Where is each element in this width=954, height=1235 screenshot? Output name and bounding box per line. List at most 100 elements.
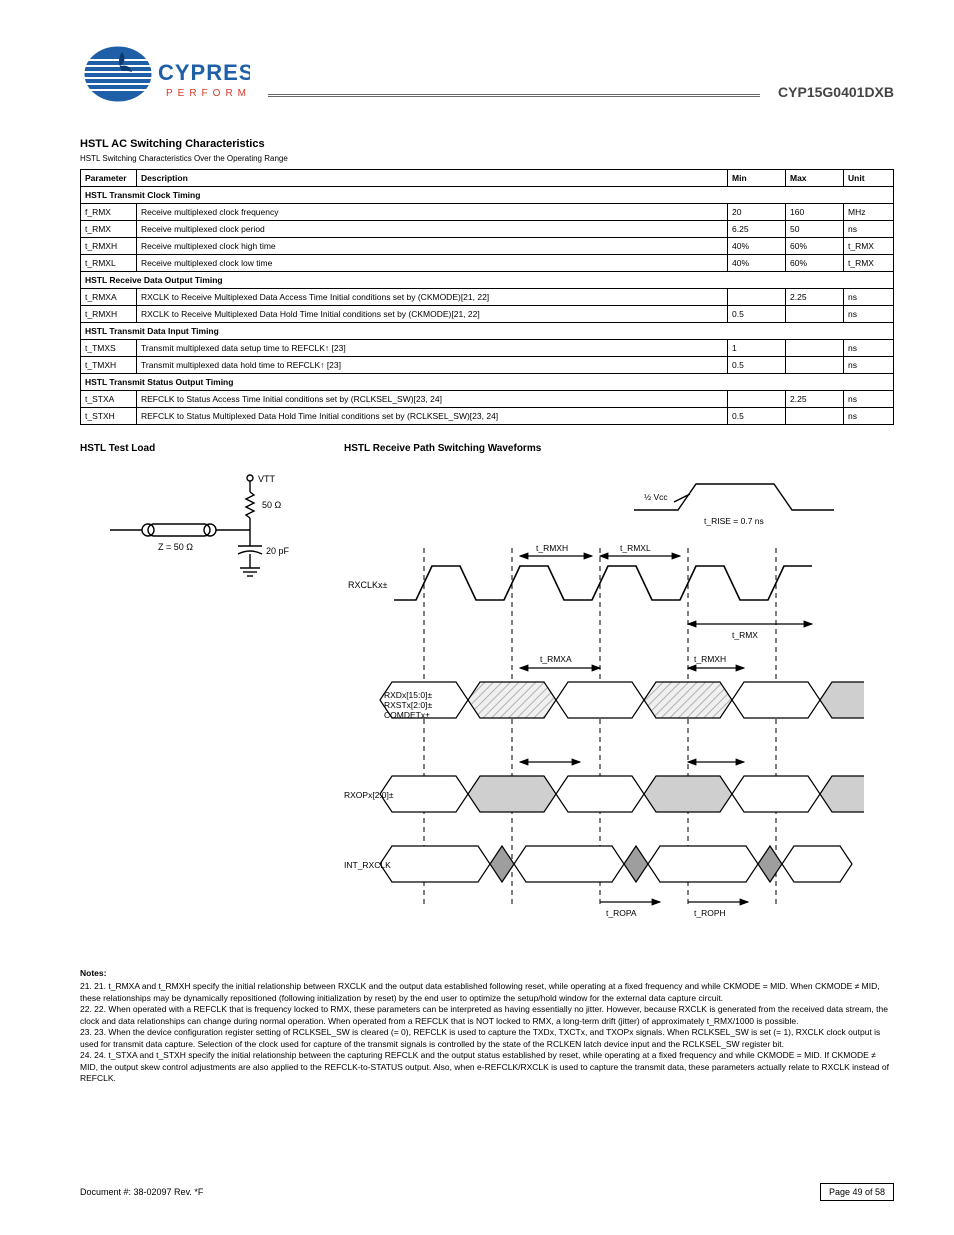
page-header: CYPRESS PERFORM CYP15G0401DXB — [80, 38, 894, 130]
table-row: t_RMXReceive multiplexed clock period6.2… — [81, 221, 894, 238]
footnote: 21. 21. t_RMXA and t_RMXH specify the in… — [80, 981, 894, 1004]
min-cell — [728, 289, 786, 306]
table-row: HSTL Receive Data Output Timing — [81, 272, 894, 289]
col-description: Description — [137, 170, 728, 187]
footnotes: Notes: 21. 21. t_RMXA and t_RMXH specify… — [80, 968, 894, 1085]
unit-cell: MHz — [844, 204, 894, 221]
unit-cell: ns — [844, 408, 894, 425]
param-cell: t_STXA — [81, 391, 137, 408]
param-cell: f_RMX — [81, 204, 137, 221]
max-cell — [786, 306, 844, 323]
svg-text:PERFORM: PERFORM — [166, 88, 250, 99]
min-cell: 40% — [728, 238, 786, 255]
doc-id: Document #: 38-02097 Rev. *F — [80, 1187, 203, 1197]
desc-cell: RXCLK to Receive Multiplexed Data Access… — [137, 289, 728, 306]
unit-cell: ns — [844, 306, 894, 323]
param-cell: t_STXH — [81, 408, 137, 425]
data2-label: RXOPx[2:0]± — [344, 790, 394, 800]
max-cell — [786, 340, 844, 357]
timing-title: HSTL Receive Path Switching Waveforms — [344, 443, 894, 454]
table-row: t_RMXARXCLK to Receive Multiplexed Data … — [81, 289, 894, 306]
t-oph-label: t_ROPH — [694, 908, 726, 918]
part-number: CYP15G0401DXB — [778, 84, 894, 100]
table-row: t_RMXHReceive multiplexed clock high tim… — [81, 238, 894, 255]
section-cell: HSTL Transmit Status Output Timing — [81, 374, 894, 391]
max-cell: 60% — [786, 238, 844, 255]
max-cell: 2.25 — [786, 391, 844, 408]
test-load-diagram: VTT 50 Ω Z = 50 Ω — [80, 464, 310, 604]
min-cell: 0.5 — [728, 408, 786, 425]
t-low-label: t_RMXL — [620, 543, 651, 553]
page-footer: Document #: 38-02097 Rev. *F Page 49 of … — [80, 1183, 894, 1201]
param-cell: t_RMXA — [81, 289, 137, 306]
section-title: HSTL AC Switching Characteristics — [80, 138, 894, 150]
unit-cell: ns — [844, 289, 894, 306]
cap-label: 20 pF — [266, 546, 290, 556]
desc-cell: Receive multiplexed clock low time — [137, 255, 728, 272]
rxclk-label: RXCLKx± — [348, 580, 388, 590]
min-cell: 6.25 — [728, 221, 786, 238]
table-row: t_STXAREFCLK to Status Access Time Initi… — [81, 391, 894, 408]
desc-cell: Receive multiplexed clock frequency — [137, 204, 728, 221]
unit-cell: t_RMX — [844, 255, 894, 272]
min-cell: 0.5 — [728, 357, 786, 374]
param-cell: t_RMX — [81, 221, 137, 238]
zline-label: Z = 50 Ω — [158, 542, 193, 552]
min-cell: 40% — [728, 255, 786, 272]
unit-cell: ns — [844, 221, 894, 238]
t-period-label: t_RMX — [732, 630, 758, 640]
footnote: 23. 23. When the device configuration re… — [80, 1027, 894, 1050]
refclk-label: INT_RXCLK — [344, 860, 391, 870]
notes-heading: Notes: — [80, 968, 894, 979]
section-cell: HSTL Transmit Data Input Timing — [81, 323, 894, 340]
desc-cell: Transmit multiplexed data hold time to R… — [137, 357, 728, 374]
table-row: f_RMXReceive multiplexed clock frequency… — [81, 204, 894, 221]
max-cell: 50 — [786, 221, 844, 238]
spec-table: Parameter Description Min Max Unit HSTL … — [80, 169, 894, 425]
param-cell: t_TMXH — [81, 357, 137, 374]
max-cell: 160 — [786, 204, 844, 221]
min-cell: 1 — [728, 340, 786, 357]
max-cell — [786, 357, 844, 374]
table-row: t_TMXSTransmit multiplexed data setup ti… — [81, 340, 894, 357]
t-high-label: t_RMXH — [536, 543, 568, 553]
max-cell: 60% — [786, 255, 844, 272]
table-row: t_STXHREFCLK to Status Multiplexed Data … — [81, 408, 894, 425]
header-rule — [268, 94, 760, 97]
footnote: 22. 22. When operated with a REFCLK that… — [80, 1004, 894, 1027]
desc-cell: Receive multiplexed clock high time — [137, 238, 728, 255]
col-parameter: Parameter — [81, 170, 137, 187]
table-row: t_RMXHRXCLK to Receive Multiplexed Data … — [81, 306, 894, 323]
min-cell: 20 — [728, 204, 786, 221]
test-load-title: HSTL Test Load — [80, 443, 320, 454]
param-cell: t_RMXH — [81, 238, 137, 255]
min-cell — [728, 391, 786, 408]
min-cell: 0.5 — [728, 306, 786, 323]
param-cell: t_RMXH — [81, 306, 137, 323]
table-row: HSTL Transmit Data Input Timing — [81, 323, 894, 340]
section-cell: HSTL Transmit Clock Timing — [81, 187, 894, 204]
col-unit: Unit — [844, 170, 894, 187]
timing-diagram: ½ Vcc t_RISE = 0.7 ns RXCLKx± t_RMXH t_R… — [344, 466, 864, 936]
t-hold-label: t_RMXH — [694, 654, 726, 664]
section-cell: HSTL Receive Data Output Timing — [81, 272, 894, 289]
unit-cell: t_RMX — [844, 238, 894, 255]
table-row: HSTL Transmit Clock Timing — [81, 187, 894, 204]
page-number: Page 49 of 58 — [820, 1183, 894, 1201]
desc-cell: REFCLK to Status Access Time Initial con… — [137, 391, 728, 408]
max-cell — [786, 408, 844, 425]
trise-label: t_RISE = 0.7 ns — [704, 516, 764, 526]
cypress-logo: CYPRESS PERFORM — [80, 38, 250, 118]
desc-cell: Receive multiplexed clock period — [137, 221, 728, 238]
section-subtitle: HSTL Switching Characteristics Over the … — [80, 154, 894, 163]
r-term-label: 50 Ω — [262, 500, 282, 510]
param-cell: t_TMXS — [81, 340, 137, 357]
unit-cell: ns — [844, 357, 894, 374]
table-row: t_TMXHTransmit multiplexed data hold tim… — [81, 357, 894, 374]
footnote: 24. 24. t_STXA and t_STXH specify the in… — [80, 1050, 894, 1084]
col-min: Min — [728, 170, 786, 187]
svg-text:CYPRESS: CYPRESS — [158, 60, 250, 85]
unit-cell: ns — [844, 340, 894, 357]
vtt-label: VTT — [258, 474, 276, 484]
t-access-label: t_RMXA — [540, 654, 572, 664]
